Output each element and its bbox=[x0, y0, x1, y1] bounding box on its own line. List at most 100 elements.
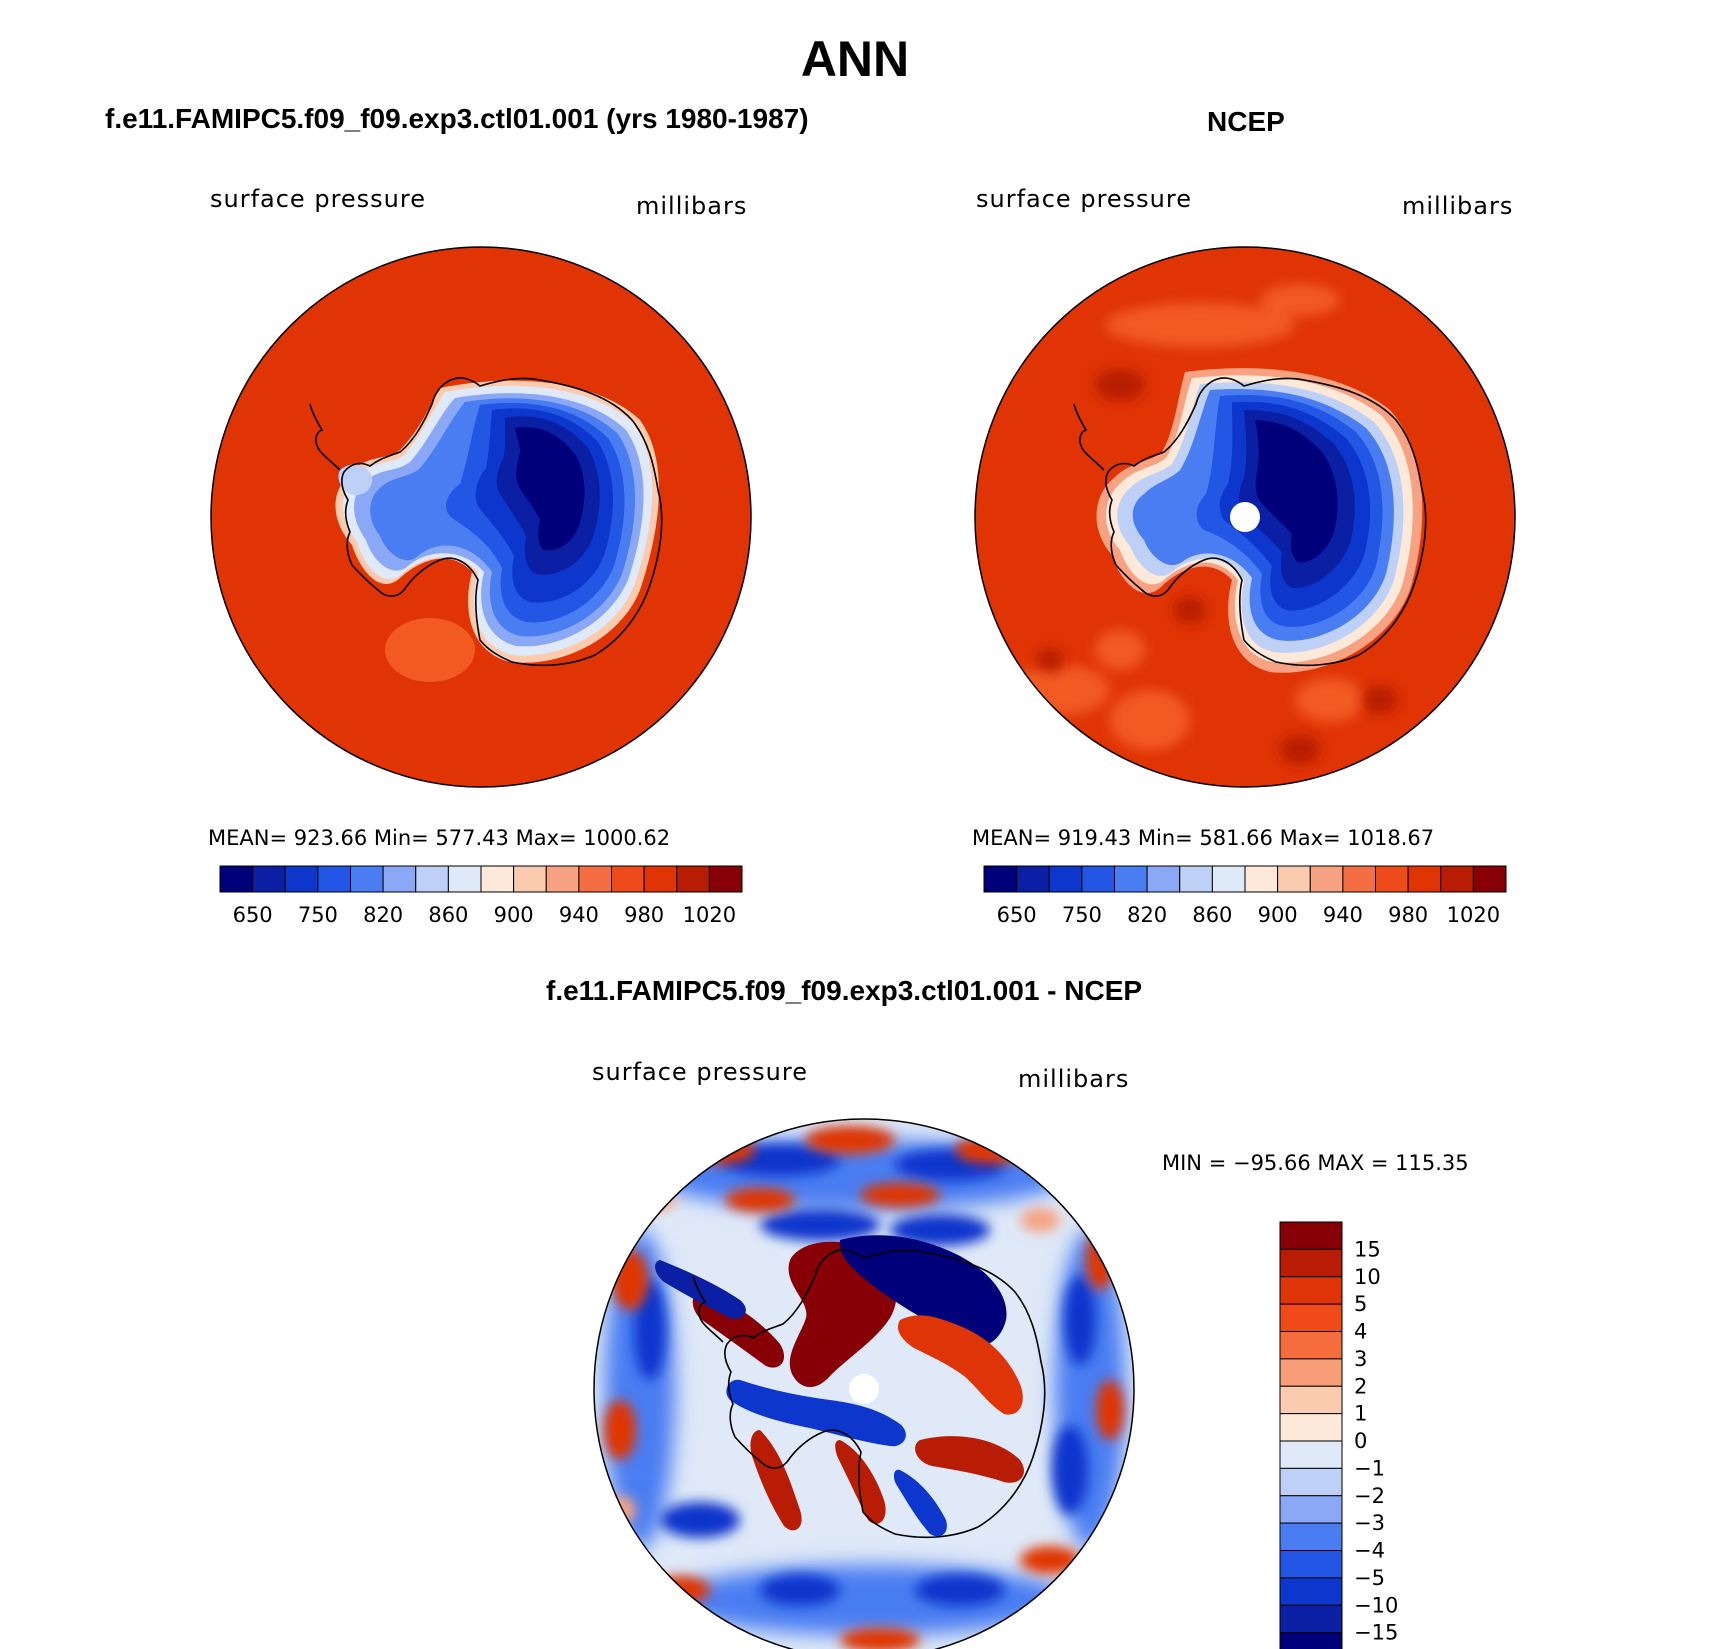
colorbar-difference-swatch bbox=[1279, 1248, 1343, 1278]
colorbar-model-swatch bbox=[382, 865, 417, 893]
colorbar-difference-label: 1 bbox=[1354, 1402, 1367, 1426]
map-model-surface-pressure bbox=[211, 247, 751, 787]
colorbar-model-swatch bbox=[317, 865, 351, 893]
colorbar-ncep-swatch bbox=[983, 865, 1018, 893]
colorbar-ncep-label: 820 bbox=[1127, 903, 1167, 927]
map-3-pole-mask bbox=[849, 1374, 879, 1404]
colorbar-ncep-label: 1020 bbox=[1447, 903, 1500, 927]
colorbar-difference-swatch bbox=[1279, 1495, 1343, 1524]
colorbar-difference-swatch bbox=[1279, 1440, 1343, 1469]
colorbar-difference-swatch bbox=[1279, 1303, 1343, 1332]
colorbar-difference-label: 10 bbox=[1354, 1265, 1381, 1289]
colorbar-difference-swatch bbox=[1279, 1522, 1343, 1551]
panel-3-variable: surface pressure bbox=[592, 1058, 808, 1086]
colorbar-ncep-swatch bbox=[1146, 865, 1181, 893]
colorbar-difference-swatch bbox=[1279, 1550, 1343, 1579]
panel-1-stats: MEAN= 923.66 Min= 577.43 Max= 1000.62 bbox=[208, 826, 671, 850]
map-2-pole-mask bbox=[1230, 502, 1260, 532]
map-2-coastline bbox=[1073, 377, 1427, 667]
map-3-border bbox=[593, 1118, 1135, 1649]
colorbar-model-swatch bbox=[578, 865, 612, 893]
colorbar-ncep-label: 750 bbox=[1062, 903, 1102, 927]
main-title: ANN bbox=[800, 31, 910, 87]
panel-3-units: millibars bbox=[1018, 1065, 1130, 1093]
colorbar-difference-swatch bbox=[1279, 1467, 1343, 1497]
colorbar-ncep-swatch bbox=[1244, 865, 1279, 893]
colorbar-model-label: 650 bbox=[233, 903, 273, 927]
colorbar-model-swatch bbox=[480, 865, 515, 893]
colorbar-model-label: 980 bbox=[624, 903, 664, 927]
colorbar-difference-label: 5 bbox=[1354, 1292, 1367, 1316]
colorbar-difference-swatch bbox=[1279, 1577, 1343, 1606]
colorbar-difference-swatch bbox=[1279, 1358, 1343, 1387]
panel-1-units: millibars bbox=[636, 192, 748, 220]
colorbar-difference-swatch bbox=[1279, 1276, 1343, 1305]
colorbar-model-label: 1020 bbox=[683, 903, 736, 927]
colorbar-model-swatch bbox=[545, 865, 580, 893]
colorbar-model: 650 750 820 860 900 940 980 1020 bbox=[219, 865, 743, 927]
colorbar-difference-label: −3 bbox=[1354, 1511, 1385, 1535]
panel-3-title: f.e11.FAMIPC5.f09_f09.exp3.ctl01.001 - N… bbox=[546, 975, 1143, 1006]
colorbar-model-swatch bbox=[415, 865, 449, 893]
colorbar-ncep-swatch bbox=[1114, 865, 1148, 893]
colorbar-model-swatch bbox=[284, 865, 319, 893]
colorbar-model-label: 820 bbox=[363, 903, 403, 927]
colorbar-ncep-swatch bbox=[1407, 865, 1442, 893]
panel-2-stats: MEAN= 919.43 Min= 581.66 Max= 1018.67 bbox=[972, 826, 1435, 850]
panel-1-variable: surface pressure bbox=[210, 185, 426, 213]
colorbar-difference-label: 15 bbox=[1354, 1237, 1381, 1261]
colorbar-difference-swatch bbox=[1279, 1413, 1343, 1442]
colorbar-difference-swatch bbox=[1279, 1604, 1343, 1634]
colorbar-ncep-label: 860 bbox=[1192, 903, 1232, 927]
colorbar-ncep-label: 900 bbox=[1258, 903, 1298, 927]
panel-2-title: NCEP bbox=[1207, 106, 1285, 137]
colorbar-model-swatch bbox=[676, 865, 710, 893]
colorbar-model-label: 750 bbox=[298, 903, 338, 927]
panel-2-variable: surface pressure bbox=[976, 185, 1192, 213]
colorbar-model-swatch bbox=[708, 865, 743, 893]
panel-1-title: f.e11.FAMIPC5.f09_f09.exp3.ctl01.001 (yr… bbox=[105, 103, 809, 134]
colorbar-ncep-label: 940 bbox=[1323, 903, 1363, 927]
panel-2-units: millibars bbox=[1402, 192, 1514, 220]
colorbar-difference-label: 2 bbox=[1354, 1374, 1367, 1398]
colorbar-ncep-swatch bbox=[1081, 865, 1115, 893]
colorbar-difference-swatch bbox=[1279, 1632, 1343, 1649]
colorbar-ncep-label: 650 bbox=[997, 903, 1037, 927]
map-3-coastline bbox=[692, 1249, 1046, 1539]
colorbar-model-swatch bbox=[611, 865, 645, 893]
colorbar-model-swatch bbox=[350, 865, 384, 893]
colorbar-ncep-swatch bbox=[1048, 865, 1083, 893]
colorbar-model-swatch bbox=[252, 865, 286, 893]
colorbar-difference-label: 0 bbox=[1354, 1429, 1367, 1453]
colorbar-model-swatch bbox=[447, 865, 482, 893]
colorbar-difference-swatch bbox=[1279, 1331, 1343, 1360]
colorbar-difference-label: −15 bbox=[1354, 1621, 1398, 1645]
colorbar-model-swatch bbox=[513, 865, 547, 893]
colorbar-ncep-swatch bbox=[1342, 865, 1376, 893]
colorbar-difference-label: −1 bbox=[1354, 1456, 1385, 1480]
colorbar-ncep: 650 750 820 860 900 940 980 1020 bbox=[983, 865, 1507, 927]
colorbar-ncep-swatch bbox=[1375, 865, 1409, 893]
colorbar-difference-label: −4 bbox=[1354, 1539, 1385, 1563]
map-2-border bbox=[974, 246, 1516, 788]
colorbar-difference-label: −5 bbox=[1354, 1566, 1385, 1590]
colorbar-model-label: 860 bbox=[428, 903, 468, 927]
colorbar-difference-swatch bbox=[1279, 1385, 1343, 1415]
colorbar-ncep-swatch bbox=[1179, 865, 1213, 893]
colorbar-ncep-swatch bbox=[1309, 865, 1344, 893]
map-1-coastline bbox=[309, 377, 663, 667]
colorbar-ncep-swatch bbox=[1440, 865, 1474, 893]
colorbar-model-swatch bbox=[219, 865, 254, 893]
colorbar-model-swatch bbox=[643, 865, 678, 893]
colorbar-model-label: 900 bbox=[494, 903, 534, 927]
colorbar-ncep-swatch bbox=[1472, 865, 1507, 893]
map-1-border bbox=[210, 246, 752, 788]
colorbar-ncep-swatch bbox=[1016, 865, 1050, 893]
colorbar-ncep-swatch bbox=[1211, 865, 1246, 893]
colorbar-difference-label: 4 bbox=[1354, 1320, 1367, 1344]
colorbar-difference-label: 3 bbox=[1354, 1347, 1367, 1371]
panel-3-stats: MIN = −95.66 MAX = 115.35 bbox=[1162, 1151, 1469, 1175]
colorbar-difference-label: −10 bbox=[1354, 1593, 1398, 1617]
